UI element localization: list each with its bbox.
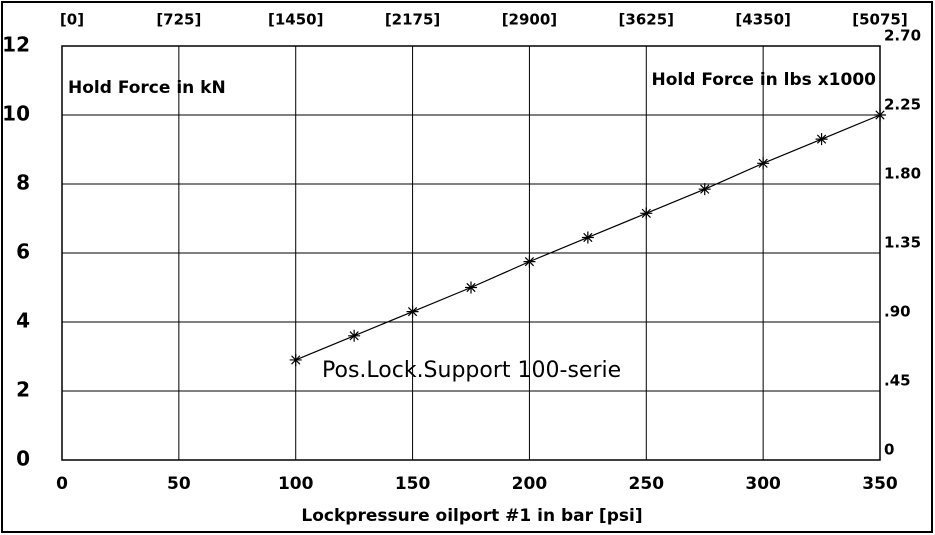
x-tick-label: 150 [395,474,431,494]
x2-tick-label: [1450] [268,11,323,29]
data-marker [523,255,536,268]
y2-axis-label: Hold Force in lbs x1000 [652,70,877,90]
y2-tick-label: 0 [884,441,894,459]
y-axis-label: Hold Force in kN [68,78,226,98]
annotation: Pos.Lock.Support 100-serie [322,358,621,383]
y2-tick-label: 2.70 [884,27,921,45]
y-tick-label: 8 [16,171,30,195]
x-tick-label: 300 [745,474,781,494]
x2-tick-label: [4350] [735,11,790,29]
data-marker [874,109,886,121]
x-tick-label: 100 [278,474,314,494]
data-marker [348,329,361,342]
x2-tick-label: [0] [60,11,84,29]
x2-tick-label: [2175] [385,11,440,29]
x-tick-label: 350 [862,474,898,494]
y2-tick-label: 1.35 [884,234,921,252]
y2-tick-label: 1.80 [884,165,921,183]
x2-tick-label: [2900] [502,11,557,29]
x2-tick-label: [3625] [619,11,674,29]
data-marker [640,207,653,220]
y-tick-label: 6 [16,240,30,264]
x-tick-label: 200 [512,474,548,494]
x-tick-label: 0 [56,474,68,494]
data-marker [757,157,770,170]
data-marker [289,353,302,366]
x-tick-label: 250 [629,474,665,494]
data-marker [465,281,477,294]
y-tick-label: 12 [2,33,30,57]
x2-tick-label: [725] [156,11,201,29]
data-marker [815,133,828,146]
y2-tick-label: .90 [884,303,911,321]
data-marker [698,183,711,196]
y-tick-label: 4 [16,309,30,333]
y-tick-label: 2 [16,378,30,402]
y-tick-label: 10 [2,102,30,126]
data-marker [581,231,594,244]
data-marker [406,305,419,318]
y2-tick-label: 2.25 [884,96,921,114]
x-axis-label: Lockpressure oilport #1 in bar [psi] [301,506,642,526]
y2-tick-label: .45 [884,372,911,390]
x-tick-label: 50 [167,474,191,494]
x2-tick-label: [5075] [852,11,907,29]
y-tick-label: 0 [16,447,30,471]
